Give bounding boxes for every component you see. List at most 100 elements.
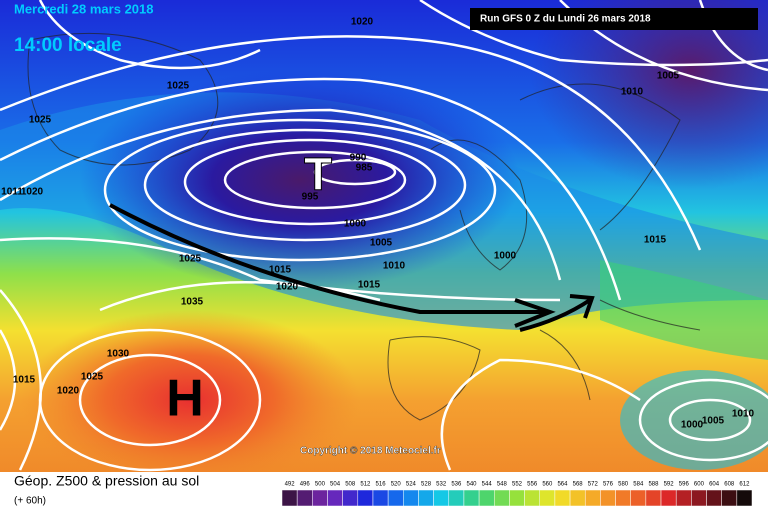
scale-label: 596	[679, 482, 690, 488]
scale-label: 588	[648, 482, 659, 488]
scale-cell	[645, 489, 662, 507]
isobars	[0, 0, 768, 470]
scale-cell	[691, 489, 707, 507]
scale-cell	[433, 489, 450, 507]
scale-label: 592	[664, 482, 675, 488]
isobar-label: 1010	[732, 409, 755, 420]
scale-cell	[281, 489, 298, 507]
isobar-label: 1025	[81, 372, 104, 383]
scale-label: 584	[633, 482, 644, 488]
scale-label: 576	[603, 482, 614, 488]
isobar-label: 1015	[13, 375, 36, 386]
scale-cell	[327, 489, 343, 507]
arrow-head	[514, 298, 556, 328]
scale-label: 496	[300, 482, 311, 488]
scale-cell	[554, 489, 571, 507]
isobar-label: 1030	[107, 349, 130, 360]
high-symbol: H	[166, 370, 204, 428]
isobar-label: 985	[356, 163, 373, 174]
isobar-labels: 1020102510251005101010111020990985995100…	[1, 17, 754, 431]
isobar-label: 1025	[167, 81, 190, 92]
scale-label: 564	[557, 482, 568, 488]
isobar-label: 990	[350, 153, 367, 164]
scale-label: 492	[285, 482, 296, 488]
isobar-label: 1020	[57, 386, 80, 397]
copyright: Copyright © 2018 Meteociel.fr	[300, 446, 441, 457]
scale-cell	[342, 489, 359, 507]
color-scale: 492 496 500 504 508 512 516 520 524 528 532 536 540 5…	[281, 482, 753, 507]
isobar-label: 1015	[269, 265, 292, 276]
scale-cell	[721, 489, 738, 507]
scale-label: 524	[406, 482, 417, 488]
scale-label: 580	[618, 482, 629, 488]
scale-cell	[463, 489, 480, 507]
scale-label: 536	[451, 482, 462, 488]
scale-cell	[494, 489, 510, 507]
scale-label: 552	[512, 482, 523, 488]
scale-label: 568	[573, 482, 584, 488]
scale-label: 504	[330, 482, 341, 488]
date: Mercredi 28 mars 2018	[14, 1, 153, 16]
time: 14:00 locale	[14, 35, 122, 56]
low-symbol: T	[304, 148, 332, 200]
scale-label: 560	[542, 482, 553, 488]
arrow-2	[519, 294, 595, 332]
scale-cell	[600, 489, 616, 507]
scale-cell	[418, 489, 434, 507]
scale-cell	[312, 489, 328, 507]
isobar-label: 1020	[276, 282, 299, 293]
isobar-label: 1020	[351, 17, 374, 28]
isobar-label: 1020	[21, 187, 44, 198]
isobar-label: 1025	[29, 115, 52, 126]
scale-label: 544	[482, 482, 493, 488]
isobar-label: 1000	[344, 219, 367, 230]
isobar-label: 1005	[370, 238, 393, 249]
scale-cell	[403, 489, 419, 507]
scale-label: 608	[724, 482, 735, 488]
scale-label: 612	[739, 482, 750, 488]
scale-cell	[509, 489, 525, 507]
isobar-label: 1010	[383, 261, 406, 272]
scale-label: 600	[694, 482, 705, 488]
scale-label: 520	[391, 482, 402, 488]
scale-cell	[706, 489, 722, 507]
scale-cell	[539, 489, 556, 507]
scale-cell	[387, 489, 404, 507]
isobar-label: 1025	[179, 254, 202, 265]
footer-lead: (+ 60h)	[14, 496, 46, 507]
isobar-label: 1000	[494, 251, 517, 262]
trajectory-arrow	[109, 203, 545, 314]
scale-cell	[357, 489, 374, 507]
scale-label: 572	[588, 482, 599, 488]
scale-label: 500	[315, 482, 326, 488]
scale-label: 512	[360, 482, 371, 488]
scale-label: 516	[376, 482, 387, 488]
isobar-label: 995	[302, 192, 319, 203]
isobar-label: 1015	[358, 280, 381, 291]
isobar-label: 1010	[621, 87, 644, 98]
scale-cell	[569, 489, 586, 507]
isobar-label: 1011	[1, 187, 23, 198]
scale-label: 508	[345, 482, 356, 488]
scale-cell	[584, 489, 601, 507]
isobar-label: 1005	[657, 71, 680, 82]
scale-cell	[448, 489, 465, 507]
run: Run GFS 0 Z du Lundi 26 mars 2018	[480, 14, 651, 25]
scale-cell	[660, 489, 677, 507]
isobar-label: 1035	[181, 297, 204, 308]
scale-cell	[736, 489, 753, 507]
isobar-label: 1005	[702, 416, 725, 427]
scale-cell	[675, 489, 692, 507]
isobar-label: 1000	[681, 420, 704, 431]
footer-title: Géop. Z500 & pression au sol	[14, 473, 199, 489]
scale-label: 548	[497, 482, 508, 488]
scale-label: 556	[527, 482, 538, 488]
scale-cell	[296, 489, 313, 507]
scale-cell	[630, 489, 647, 507]
run-box	[470, 8, 758, 30]
isobar-label: 1015	[644, 235, 667, 246]
scale-label: 604	[709, 482, 720, 488]
scale-cell	[372, 489, 389, 507]
scale-label: 532	[436, 482, 447, 488]
